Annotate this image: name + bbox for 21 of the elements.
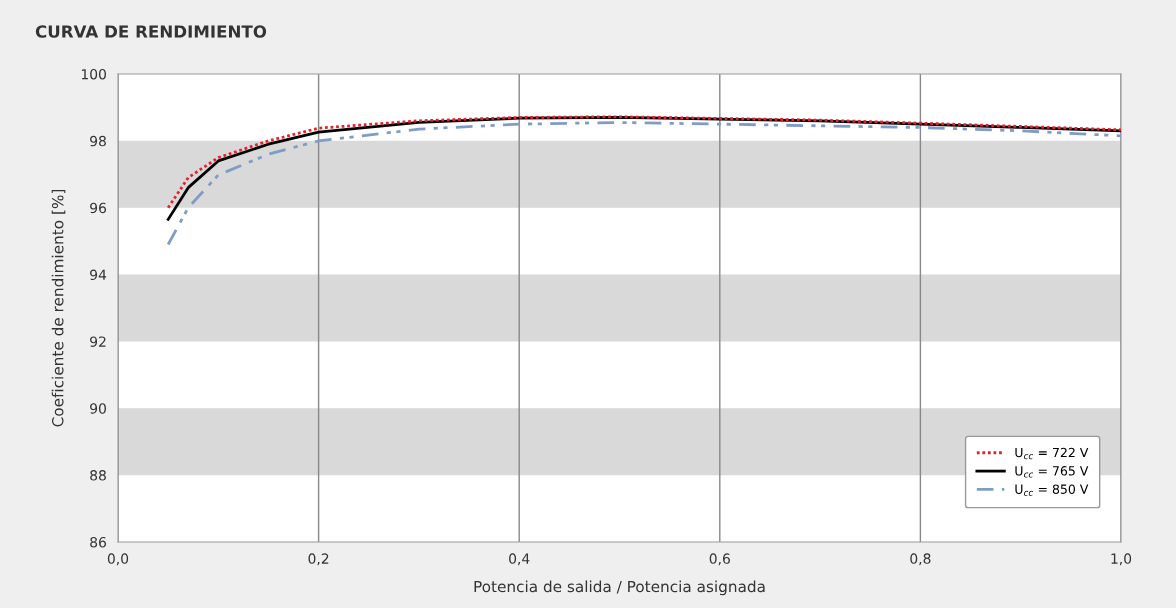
y-axis-title: Coeficiente de rendimiento [%] (51, 189, 66, 427)
x-tick-label: 0,0 (107, 553, 129, 566)
x-tick-label: 0,4 (509, 553, 530, 566)
y-tick-label: 98 (90, 135, 106, 147)
y-tick-label: 100 (81, 68, 106, 80)
x-axis-title: Potencia de salida / Potencia asignada (474, 580, 765, 596)
legend-label: U$_{cc}$ = 850 V (1015, 484, 1089, 496)
line-series (166, 121, 1121, 246)
y-tick-label: 88 (90, 470, 106, 481)
legend-label: U$_{cc}$ = 765 V (1015, 466, 1089, 478)
y-tick-label: 94 (90, 269, 107, 281)
chart-title: CURVA DE RENDIMIENTO (35, 25, 267, 38)
y-tick-label: 92 (90, 336, 106, 347)
x-tick-label: 0,8 (910, 553, 931, 566)
y-tick-label: 90 (90, 403, 106, 414)
x-tick-label: 0,2 (308, 553, 329, 566)
x-tick-label: 1,0 (1111, 553, 1132, 566)
y-tick-label: 86 (90, 536, 107, 548)
legend-label: U$_{cc}$ = 722 V (1015, 447, 1089, 460)
x-tick-label: 0,6 (709, 553, 730, 566)
y-tick-label: 96 (90, 202, 107, 214)
